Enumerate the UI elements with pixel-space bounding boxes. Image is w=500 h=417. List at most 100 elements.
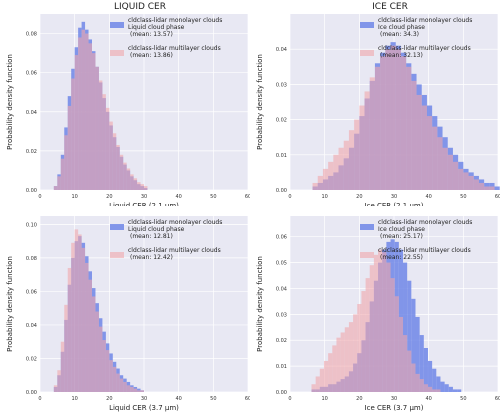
chart2-x-tick-label: 50 xyxy=(460,194,466,200)
chart2-bar-series-2 xyxy=(437,137,443,190)
chart2-bar-series-2 xyxy=(468,175,474,190)
chart1-legend-label-1: cldclass-lidar monolayer clouds xyxy=(128,17,222,24)
chart4-y-axis-label: Probability density function xyxy=(256,256,264,352)
chart4-legend-swatch-2 xyxy=(360,252,374,258)
chart1-bar-series-2 xyxy=(144,186,148,190)
chart4-bar-series-2 xyxy=(332,345,337,392)
chart4-y-tick-label: 0.05 xyxy=(276,261,287,267)
chart2-legend-label-2: (mean: 32.13) xyxy=(380,52,423,59)
chart3-x-tick-label: 0 xyxy=(38,396,41,402)
chart1-bar-series-2 xyxy=(102,94,106,190)
chart4-bar-series-2 xyxy=(386,262,391,392)
chart4-legend-label-2: cldclass-lidar multilayer clouds xyxy=(378,247,471,254)
chart3-x-tick-label: 30 xyxy=(141,396,147,402)
chart1-bar-series-2 xyxy=(78,37,82,190)
chart3-y-axis-label: Probability density function xyxy=(6,256,14,352)
chart4-x-tick-label: 0 xyxy=(288,396,291,402)
chart4-bar-series-2 xyxy=(323,360,329,392)
chart2-bar-series-2 xyxy=(322,168,329,190)
chart2-legend-label-1: cldclass-lidar monolayer clouds xyxy=(378,17,472,24)
chart1-bar-series-2 xyxy=(57,176,61,190)
chart1-legend-label-1: Liquid cloud phase xyxy=(128,24,185,31)
chart3-bar-series-2 xyxy=(130,386,134,392)
chart2-y-axis-label: Probability density function xyxy=(256,54,264,150)
chart3-bar-series-2 xyxy=(57,370,61,392)
chart2-bar-series-2 xyxy=(354,119,360,190)
chart-ice-3-7um-svg: 0.00 0.01 0.02 0.03 0.04 0.05 0.06 0 10 20 30 40 50 6… xyxy=(256,216,500,412)
chart2-bar-series-2 xyxy=(421,105,427,190)
chart3-bar-series-2 xyxy=(119,378,124,392)
chart2-bar-series-2 xyxy=(359,105,365,190)
chart3-x-axis-label: Liquid CER (3.7 μm) xyxy=(109,404,179,412)
chart4-bar-series-2 xyxy=(415,373,420,392)
chart3-legend-label-1: (mean: 12.81) xyxy=(130,233,173,240)
chart1-bar-series-2 xyxy=(74,55,79,190)
chart2-x-tick-label: 40 xyxy=(425,194,431,200)
chart3-bar-series-2 xyxy=(88,279,92,392)
chart4-bar-series-2 xyxy=(365,278,370,392)
chart1-bar-series-2 xyxy=(60,158,65,190)
chart2-y-tick-label: 0.02 xyxy=(276,118,287,124)
chart4-bar-series-1 xyxy=(407,280,412,392)
chart4-bar-series-1 xyxy=(415,316,420,392)
chart2-bar-series-2 xyxy=(458,168,464,190)
chart-liquid-2-1um: 0.00 0.02 0.04 0.06 0.08 0 10 20 30 40 50 60 Liquid … xyxy=(0,0,251,210)
chart1-bar-series-2 xyxy=(137,182,141,190)
chart3-x-tick-label: 50 xyxy=(210,396,216,402)
chart4-legend-label-2: (mean: 22.55) xyxy=(380,254,423,261)
chart3-bar-series-2 xyxy=(112,366,117,392)
chart1-legend-swatch-1 xyxy=(110,22,124,28)
chart4-y-tick-label: 0.04 xyxy=(276,286,287,292)
chart4-bar-series-2 xyxy=(369,265,374,392)
chart-liquid-3-7um: 0.00 0.02 0.04 0.06 0.08 0.10 0 10 20 30 40 50 60 Liq… xyxy=(0,206,251,417)
chart4-bar-series-2 xyxy=(311,384,316,392)
chart4-bar-series-2 xyxy=(411,363,416,392)
chart4-bar-series-1 xyxy=(432,368,437,392)
chart2-y-tick-label: 0.03 xyxy=(276,82,287,88)
chart3-x-tick-label: 20 xyxy=(106,396,112,402)
chart1-bar-series-2 xyxy=(105,107,110,190)
chart4-bar-series-2 xyxy=(423,384,428,392)
chart4-bar-series-1 xyxy=(411,298,416,392)
chart3-legend-label-2: cldclass-lidar multilayer clouds xyxy=(128,247,221,254)
chart3-bar-series-2 xyxy=(71,242,75,392)
chart1-bar-series-2 xyxy=(81,29,86,191)
chart4-bar-series-1 xyxy=(440,381,445,392)
chart1-bar-series-2 xyxy=(126,168,131,190)
chart2-bar-series-2 xyxy=(348,130,355,190)
chart4-bar-series-2 xyxy=(319,368,324,392)
chart2-x-tick-label: 60 xyxy=(495,194,500,200)
chart2-legend-swatch-2 xyxy=(360,50,374,56)
chart4-bar-series-2 xyxy=(419,379,424,392)
chart2-y-tick-label: 0.01 xyxy=(276,153,287,159)
chart4-x-tick-label: 60 xyxy=(495,396,500,402)
chart4-legend-label-1: cldclass-lidar monolayer clouds xyxy=(378,219,472,226)
chart1-bar-series-2 xyxy=(140,184,144,190)
chart3-y-tick-label: 0.00 xyxy=(26,390,37,396)
chart2-y-tick-label: 0.00 xyxy=(276,188,287,194)
chart2-bar-series-2 xyxy=(432,126,438,190)
chart2-x-tick-label: 0 xyxy=(288,194,291,200)
chart1-x-tick-label: 50 xyxy=(210,194,216,200)
right-column-title: ICE CER xyxy=(372,2,408,12)
chart3-bar-series-2 xyxy=(137,390,141,392)
chart4-bar-series-2 xyxy=(427,386,433,392)
chart2-legend-label-1: Ice cloud phase xyxy=(378,24,425,31)
chart1-bar-series-2 xyxy=(88,43,92,191)
chart1-bar-series-2 xyxy=(53,186,58,190)
chart3-legend-swatch-1 xyxy=(110,224,124,230)
chart2-bar-series-1 xyxy=(494,186,500,190)
chart1-x-tick-label: 60 xyxy=(245,194,250,200)
chart3-bar-series-2 xyxy=(133,388,138,392)
chart3-x-tick-label: 40 xyxy=(175,396,181,402)
chart3-bar-series-2 xyxy=(67,267,72,392)
chart3-y-tick-label: 0.08 xyxy=(26,256,37,262)
chart3-bar-series-2 xyxy=(109,360,113,392)
chart2-bar-series-2 xyxy=(426,116,433,190)
chart1-bar-series-2 xyxy=(119,154,124,190)
chart2-bar-series-2 xyxy=(343,140,349,190)
chart4-bar-series-2 xyxy=(348,322,354,392)
chart3-bar-series-2 xyxy=(102,340,106,392)
chart2-bar-series-2 xyxy=(452,161,459,190)
